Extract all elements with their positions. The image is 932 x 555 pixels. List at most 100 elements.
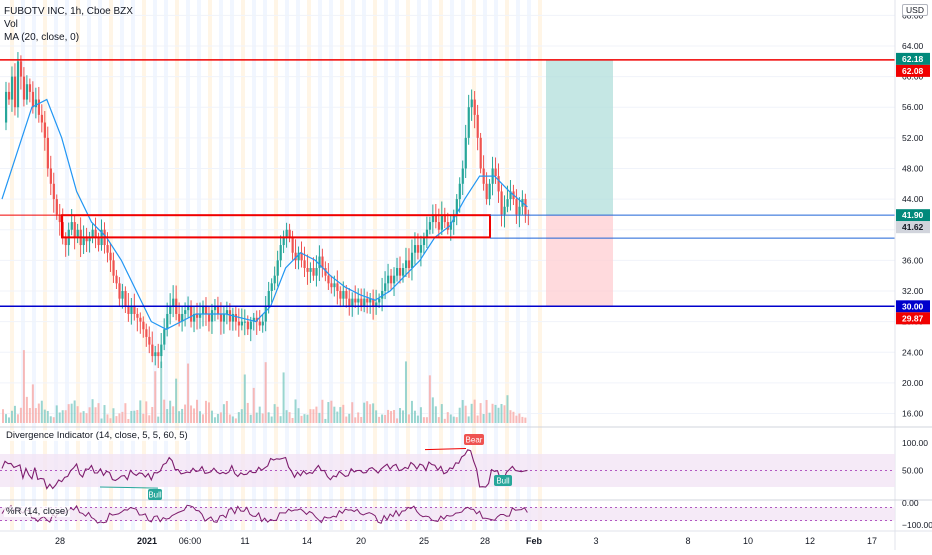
divergence-pane-title: Divergence Indicator (14, close, 5, 5, 6… [4, 430, 190, 441]
volume-bar [488, 412, 491, 423]
x-tick-label: 12 [805, 536, 815, 546]
candle-body [121, 290, 124, 299]
session-stripe [32, 0, 36, 530]
candle-body [70, 222, 73, 230]
candle-body [416, 245, 420, 253]
session-stripe [164, 0, 168, 530]
volume-bar [79, 412, 82, 423]
session-stripe [494, 0, 498, 530]
candle-body [422, 237, 426, 246]
volume-bar [7, 417, 10, 423]
candle-body [142, 321, 145, 330]
candle-body [145, 329, 148, 337]
volume-bar [419, 407, 422, 423]
x-tick-label: 2021 [137, 536, 157, 546]
session-stripe [263, 0, 267, 530]
candle-body [210, 310, 214, 322]
volume-bar [142, 413, 145, 423]
candle-body [219, 313, 223, 322]
volume-bar [300, 415, 303, 423]
candle-body [434, 214, 438, 223]
volume-bar [100, 418, 103, 423]
volume-bar [16, 414, 19, 423]
volume-bar [109, 418, 112, 423]
volume-bar [461, 400, 464, 423]
candle-body [485, 183, 488, 200]
volume-bar [491, 403, 494, 423]
volume-bar [231, 416, 234, 423]
williams-r-pane-title: %R (14, close) [4, 506, 71, 517]
candle-body [366, 298, 369, 303]
candle-body [384, 283, 387, 291]
volume-bar [249, 414, 252, 423]
candle-body [22, 76, 26, 100]
session-stripe [439, 0, 443, 530]
currency-label[interactable]: USD [902, 4, 928, 16]
candle-body [136, 313, 139, 318]
volume-bar [357, 412, 360, 423]
volume-bar [196, 399, 199, 423]
volume-bar [73, 400, 76, 423]
candle-body [270, 283, 273, 291]
volume-bar [455, 417, 458, 423]
session-stripe [307, 0, 311, 530]
candle-body [91, 229, 94, 238]
candle-body [410, 252, 414, 269]
candle-body [127, 306, 130, 314]
session-stripe [384, 0, 388, 530]
session-stripe [505, 0, 509, 530]
wr-tick-label: −100.00 [902, 520, 932, 530]
volume-bar [503, 405, 506, 423]
candle-body [339, 290, 342, 299]
y-tick-label: 44.00 [902, 194, 924, 204]
divergence-tick-label: 100.00 [902, 438, 928, 448]
price-tag-bg [896, 312, 930, 325]
candle-body [240, 321, 243, 326]
volume-bar [76, 406, 79, 423]
session-stripe [329, 0, 333, 530]
volume-bar [25, 396, 28, 423]
bear-badge-bg [464, 434, 484, 445]
candle-body [327, 275, 330, 284]
candle-body [390, 275, 393, 284]
candle-body [16, 61, 20, 108]
volume-bar [43, 409, 46, 423]
candle-body [76, 229, 79, 238]
candle-body [261, 321, 264, 326]
volume-bar [10, 410, 13, 423]
candle-body [252, 317, 255, 322]
candle-body [157, 352, 160, 357]
volume-bar [467, 416, 470, 423]
session-stripe [87, 0, 91, 530]
wr-tick-label: 0.00 [902, 498, 919, 508]
volume-bar [291, 417, 294, 423]
volume-bar [91, 399, 94, 423]
candle-body [264, 306, 267, 322]
wr-line [1, 504, 528, 524]
volume-bar [399, 408, 402, 423]
price-tag-label: 62.18 [902, 54, 924, 64]
volume-bar [255, 412, 258, 423]
candle-body [88, 237, 91, 242]
candle-body [4, 91, 8, 123]
candle-body [267, 290, 270, 307]
volume-bar [240, 409, 243, 423]
candle-body [160, 344, 163, 357]
volume-bar [46, 410, 49, 423]
volume-bar [369, 404, 372, 423]
candle-body [82, 237, 85, 246]
volume-bar [407, 414, 410, 423]
candle-body [193, 313, 196, 322]
candle-body [97, 237, 100, 246]
candle-body [13, 76, 17, 108]
candle-body [112, 260, 115, 276]
price-tag-bg [896, 64, 930, 77]
candle-body [73, 222, 76, 238]
candle-body [249, 321, 252, 330]
candle-body [178, 313, 181, 322]
candle-body [458, 183, 461, 200]
session-stripe [208, 0, 212, 530]
volume-bar [449, 414, 452, 423]
